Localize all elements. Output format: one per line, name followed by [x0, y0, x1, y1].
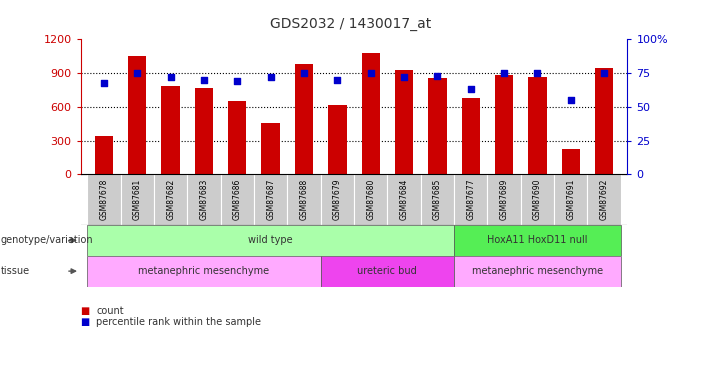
Text: GSM87690: GSM87690: [533, 178, 542, 220]
Point: [498, 70, 510, 76]
Bar: [154, 174, 187, 225]
Bar: [221, 174, 254, 225]
Bar: [388, 174, 421, 225]
Text: GDS2032 / 1430017_at: GDS2032 / 1430017_at: [270, 17, 431, 31]
Bar: [161, 86, 179, 174]
Point: [365, 70, 376, 76]
Point: [299, 70, 310, 76]
Text: GSM87678: GSM87678: [100, 178, 109, 220]
Text: GSM87685: GSM87685: [433, 178, 442, 220]
Text: GSM87682: GSM87682: [166, 178, 175, 220]
Bar: [320, 174, 354, 225]
Text: ureteric bud: ureteric bud: [358, 266, 417, 276]
Text: GSM87691: GSM87691: [566, 178, 576, 220]
Point: [332, 77, 343, 83]
Text: genotype/variation: genotype/variation: [1, 236, 93, 245]
Text: GSM87692: GSM87692: [599, 178, 608, 220]
Bar: [287, 174, 320, 225]
Point: [398, 74, 409, 80]
Text: wild type: wild type: [248, 236, 293, 245]
Text: GSM87689: GSM87689: [500, 178, 508, 220]
Bar: [228, 101, 247, 174]
Bar: [428, 78, 447, 174]
Point: [165, 74, 176, 80]
Bar: [254, 174, 287, 225]
Text: GSM87677: GSM87677: [466, 178, 475, 220]
Bar: [529, 76, 547, 174]
Text: metanephric mesenchyme: metanephric mesenchyme: [472, 266, 603, 276]
Bar: [562, 148, 580, 174]
Text: GSM87680: GSM87680: [366, 178, 375, 220]
Text: ■: ■: [81, 317, 90, 327]
Bar: [421, 174, 454, 225]
Bar: [554, 174, 587, 225]
Text: GSM87686: GSM87686: [233, 178, 242, 220]
Text: count: count: [96, 306, 123, 316]
Text: GSM87683: GSM87683: [200, 178, 208, 220]
Bar: [495, 75, 513, 174]
Bar: [454, 174, 487, 225]
Text: ■: ■: [81, 306, 90, 316]
Text: GSM87679: GSM87679: [333, 178, 342, 220]
Point: [198, 77, 210, 83]
Point: [532, 70, 543, 76]
Bar: [88, 256, 320, 286]
Bar: [328, 105, 346, 174]
Bar: [595, 68, 613, 174]
Bar: [295, 64, 313, 174]
Bar: [487, 174, 521, 225]
Bar: [395, 70, 413, 174]
Bar: [128, 56, 147, 174]
Bar: [362, 54, 380, 174]
Point: [599, 70, 610, 76]
Text: GSM87687: GSM87687: [266, 178, 275, 220]
Text: HoxA11 HoxD11 null: HoxA11 HoxD11 null: [487, 236, 587, 245]
Bar: [121, 174, 154, 225]
Point: [98, 80, 109, 86]
Point: [465, 86, 476, 92]
Text: GSM87681: GSM87681: [132, 178, 142, 220]
Bar: [95, 136, 113, 174]
Text: GSM87684: GSM87684: [400, 178, 409, 220]
Bar: [354, 174, 388, 225]
Bar: [261, 123, 280, 174]
Bar: [461, 98, 480, 174]
Bar: [454, 225, 620, 256]
Point: [132, 70, 143, 76]
Text: tissue: tissue: [1, 266, 30, 276]
Point: [265, 74, 276, 80]
Point: [432, 73, 443, 79]
Text: GSM87688: GSM87688: [299, 178, 308, 220]
Point: [565, 97, 576, 103]
Bar: [521, 174, 554, 225]
Text: metanephric mesenchyme: metanephric mesenchyme: [138, 266, 270, 276]
Point: [232, 78, 243, 84]
Bar: [320, 256, 454, 286]
Bar: [587, 174, 620, 225]
Bar: [454, 256, 620, 286]
Bar: [187, 174, 221, 225]
Bar: [88, 174, 121, 225]
Bar: [195, 88, 213, 174]
Text: percentile rank within the sample: percentile rank within the sample: [96, 317, 261, 327]
Bar: [88, 225, 454, 256]
